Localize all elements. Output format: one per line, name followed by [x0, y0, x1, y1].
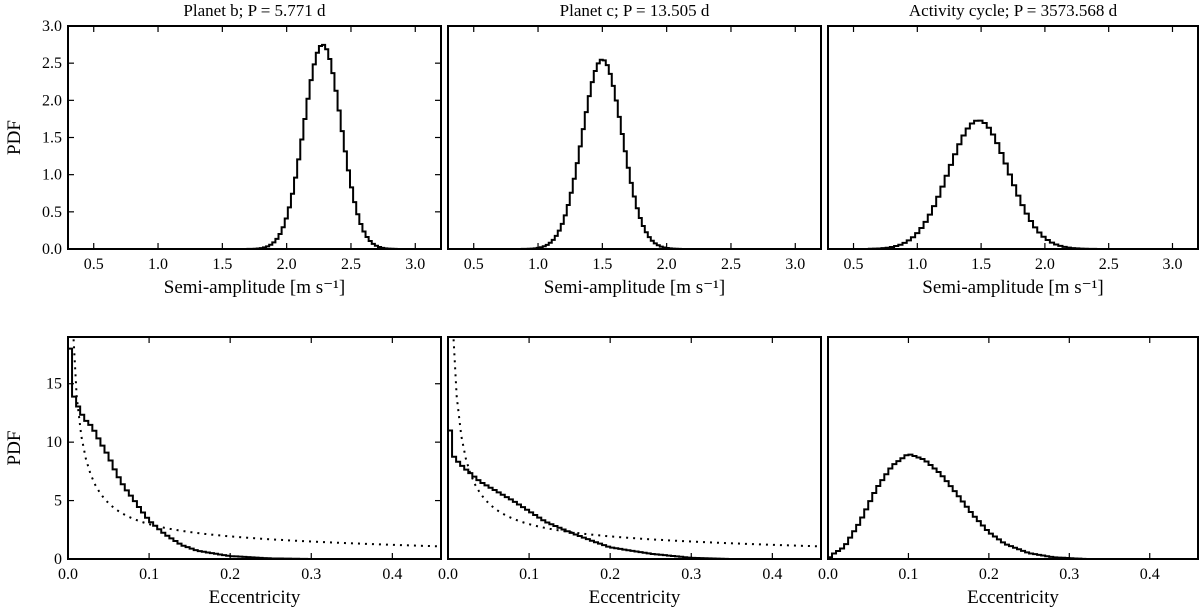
x-tick-label: 0.2 [220, 566, 240, 583]
y-tick-label: 1.0 [42, 167, 62, 184]
y-tick-label: 3.0 [42, 18, 62, 35]
x-tick-label: 0.1 [139, 566, 159, 583]
histogram-series [68, 347, 441, 559]
x-tick-label: 2.5 [1099, 256, 1119, 273]
x-axis-label: Semi-amplitude [m s⁻¹] [164, 277, 345, 298]
x-tick-label: 2.0 [657, 256, 677, 273]
histogram-series [828, 453, 1198, 559]
x-tick-label: 0.3 [1059, 566, 1079, 583]
x-tick-label: 0.5 [84, 256, 104, 273]
x-tick-label: 1.5 [971, 256, 991, 273]
panel-3: 0.5 1.0 1.5 2.0 2.5 3.0 Activity cycle; P = 35… [827, 1, 1199, 298]
x-tick-label: 0.1 [519, 566, 539, 583]
x-tick-label: 0.3 [301, 566, 321, 583]
x-tick-label: 0.0 [438, 566, 458, 583]
y-tick-label: 0 [54, 551, 62, 568]
axes-frame [447, 25, 822, 250]
panel-title: Planet c; P = 13.505 d [560, 1, 710, 20]
x-tick-label: 0.3 [681, 566, 701, 583]
x-tick-label: 3.0 [785, 256, 805, 273]
y-tick-label: 0.0 [42, 241, 62, 258]
x-tick-label: 0.5 [844, 256, 864, 273]
x-tick-label: 0.4 [762, 566, 782, 583]
x-axis-label: Eccentricity [967, 587, 1059, 608]
panel-title: Planet b; P = 5.771 d [183, 1, 326, 20]
prior-curve [72, 337, 441, 548]
x-tick-label: 2.5 [721, 256, 741, 273]
x-axis-label: Eccentricity [209, 587, 301, 608]
x-tick-label: 0.1 [898, 566, 918, 583]
y-axis-label: PDF [4, 431, 25, 466]
axes-frame [827, 336, 1199, 560]
x-tick-label: 2.5 [341, 256, 361, 273]
x-tick-label: 0.5 [464, 256, 484, 273]
y-axis-label: PDF [4, 120, 25, 155]
axes-frame [447, 336, 822, 560]
x-tick-label: 0.2 [600, 566, 620, 583]
y-tick-label: 10 [46, 434, 62, 451]
panel-4: 0.0 0.1 0.2 0.3 0.4 0 5 10 15 Eccentricity PDF [4, 336, 442, 608]
histogram-series [517, 58, 699, 249]
x-tick-label: 0.4 [1140, 566, 1160, 583]
x-tick-label: 0.0 [818, 566, 838, 583]
x-tick-label: 1.5 [212, 256, 232, 273]
axes-frame [67, 25, 442, 250]
axes-frame [67, 336, 442, 560]
x-tick-label: 1.0 [528, 256, 548, 273]
panel-title: Activity cycle; P = 3573.568 d [909, 1, 1118, 20]
x-tick-label: 1.0 [907, 256, 927, 273]
x-tick-label: 0.4 [382, 566, 402, 583]
panel-2: 0.5 1.0 1.5 2.0 2.5 3.0 Planet c; P = 13.505 d… [447, 1, 822, 298]
x-tick-label: 0.2 [979, 566, 999, 583]
y-tick-label: 5 [54, 493, 62, 510]
panel-6: 0.0 0.1 0.2 0.3 0.4 Eccentricity [818, 336, 1199, 608]
x-axis-label: Semi-amplitude [m s⁻¹] [544, 277, 725, 298]
x-tick-label: 3.0 [405, 256, 425, 273]
histogram-series [448, 429, 821, 559]
x-tick-label: 3.0 [1162, 256, 1182, 273]
x-tick-label: 1.5 [592, 256, 612, 273]
y-tick-label: 2.5 [42, 55, 62, 72]
x-tick-label: 1.0 [148, 256, 168, 273]
histogram-series [228, 43, 416, 249]
panel-5: 0.0 0.1 0.2 0.3 0.4 Eccentricity [438, 336, 822, 608]
panel-1: 0.5 1.0 1.5 2.0 2.5 3.0 0.0 0.5 1.0 1.5 2.0 2.5 3.0 P… [4, 1, 442, 298]
y-tick-label: 1.5 [42, 130, 62, 147]
y-tick-label: 0.5 [42, 204, 62, 221]
y-tick-label: 2.0 [42, 92, 62, 109]
y-tick-label: 15 [46, 376, 62, 393]
histogram-series [867, 119, 1122, 249]
x-tick-label: 2.0 [1035, 256, 1055, 273]
prior-curve [452, 337, 821, 548]
x-axis-label: Semi-amplitude [m s⁻¹] [922, 277, 1103, 298]
x-tick-label: 0.0 [58, 566, 78, 583]
axes-frame [827, 25, 1199, 250]
x-axis-label: Eccentricity [589, 587, 681, 608]
x-tick-label: 2.0 [277, 256, 297, 273]
